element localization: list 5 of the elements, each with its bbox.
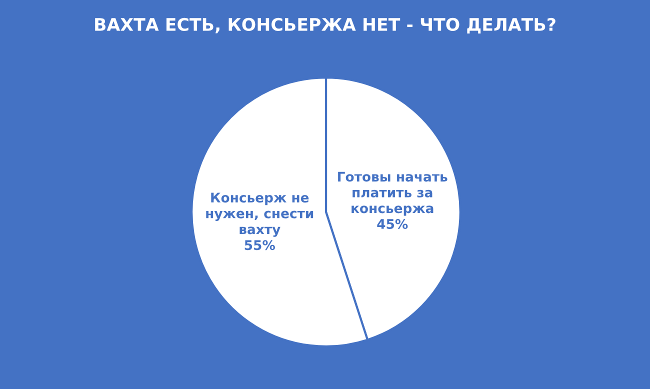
slice-label: Готовы начать платить за консьержа bbox=[338, 172, 448, 216]
data-label: 45% bbox=[377, 219, 408, 229]
slice-label: Консьерж не нужен, снести вахту bbox=[206, 192, 314, 237]
data-label: 55% bbox=[244, 240, 275, 250]
chart-title: ВАХТА ЕСТЬ, КОНСЬЕРЖА НЕТ - ЧТО ДЕЛАТЬ? bbox=[95, 18, 556, 34]
